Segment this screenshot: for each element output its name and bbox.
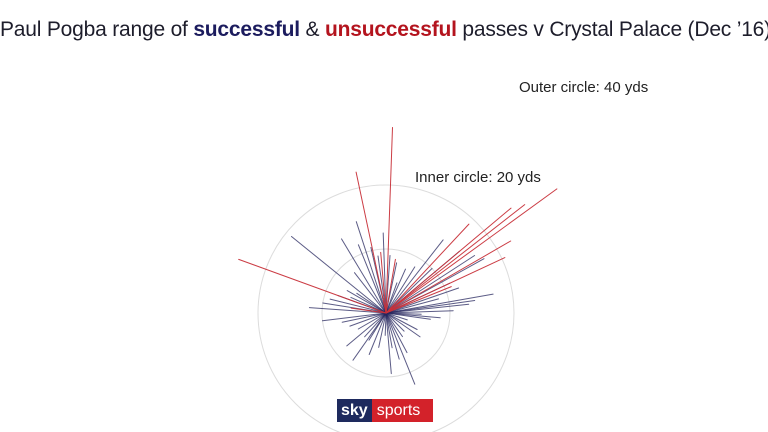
unsuccessful-pass-line-2 — [355, 171, 387, 314]
successful-pass-line-39 — [341, 312, 387, 323]
successful-pass-line-33 — [368, 312, 387, 355]
successful-pass-line-51 — [385, 312, 421, 338]
ring-labels: Inner circle: 20 yds Outer circle: 40 yds — [415, 79, 648, 186]
successful-pass-line-24 — [385, 312, 408, 321]
successful-pass-line-56 — [385, 312, 392, 375]
successful-pass-line-38 — [349, 312, 387, 327]
successful-pass-line-55 — [352, 312, 387, 361]
successful-pass-line-48 — [354, 272, 387, 314]
successful-pass-line-53 — [385, 312, 441, 319]
range-rings — [257, 184, 515, 432]
successful-pass-line-4 — [355, 221, 387, 314]
successful-pass-line-27 — [385, 312, 408, 354]
successful-pass-line-54 — [385, 300, 476, 314]
successful-pass-line-21 — [385, 310, 454, 314]
sky-sports-logo: sky sports — [337, 399, 433, 422]
logo-sports-text: sports — [371, 399, 433, 422]
ring-label-40-yds: Outer circle: 40 yds — [519, 79, 648, 96]
ring-label-20-yds: Inner circle: 20 yds — [415, 169, 541, 186]
unsuccessful-pass-line-12 — [385, 286, 452, 314]
range-ring-20-yds — [321, 248, 451, 378]
successful-pass-line-25 — [385, 312, 418, 330]
title-suffix: passes v Crystal Palace (Dec ’16) — [456, 18, 768, 41]
successful-pass-line-28 — [385, 312, 416, 385]
logo-sky-text: sky — [337, 399, 372, 422]
successful-pass-line-18 — [385, 298, 439, 314]
successful-pass-line-50 — [385, 282, 398, 314]
successful-pass-line-2 — [341, 238, 387, 314]
successful-pass-line-3 — [357, 244, 387, 314]
successful-pass-line-37 — [357, 312, 387, 330]
title-ampersand: & — [299, 18, 325, 41]
successful-pass-line-46 — [346, 290, 387, 314]
successful-pass-line-49 — [385, 268, 433, 314]
successful-pass-line-10 — [385, 268, 406, 314]
chart-title: Paul Pogba range of successful & unsucce… — [0, 18, 768, 42]
successful-pass-line-11 — [385, 266, 416, 314]
unsuccessful-pass-line-10 — [385, 258, 396, 314]
unsuccessful-pass-line-7 — [385, 257, 506, 314]
unsuccessful-pass-line-8 — [238, 258, 387, 314]
successful-pass-line-6 — [377, 255, 387, 314]
pass-lines — [238, 127, 558, 385]
unsuccessful-pass-line-5 — [385, 207, 512, 314]
unsuccessful-pass-line-3 — [385, 188, 558, 314]
unsuccessful-pass-line-1 — [385, 127, 393, 314]
title-successful-keyword: successful — [193, 18, 300, 41]
successful-pass-line-32 — [378, 312, 387, 348]
unsuccessful-pass-line-9 — [380, 251, 387, 314]
successful-pass-line-36 — [346, 312, 387, 347]
successful-pass-line-43 — [329, 298, 387, 314]
title-prefix: Paul Pogba range of — [0, 18, 194, 41]
successful-pass-line-52 — [385, 312, 403, 338]
successful-pass-line-14 — [385, 255, 476, 314]
successful-pass-line-12 — [385, 239, 444, 314]
successful-pass-line-47 — [356, 292, 387, 314]
successful-pass-line-17 — [385, 287, 460, 314]
title-unsuccessful-keyword: unsuccessful — [324, 18, 457, 41]
unsuccessful-pass-line-4 — [385, 204, 526, 314]
successful-pass-line-40 — [322, 312, 387, 322]
successful-pass-line-30 — [385, 312, 393, 349]
successful-pass-line-29 — [385, 312, 400, 360]
successful-pass-line-1 — [291, 236, 387, 314]
successful-pass-line-35 — [364, 312, 387, 338]
unsuccessful-pass-line-13 — [350, 307, 387, 314]
range-ring-40-yds — [257, 184, 515, 432]
successful-pass-line-7 — [382, 232, 387, 314]
unsuccessful-pass-line-6 — [385, 240, 512, 314]
successful-pass-line-26 — [385, 312, 405, 332]
unsuccessful-pass-line-11 — [385, 223, 470, 314]
successful-pass-line-41 — [308, 307, 387, 314]
successful-pass-line-19 — [385, 293, 494, 314]
